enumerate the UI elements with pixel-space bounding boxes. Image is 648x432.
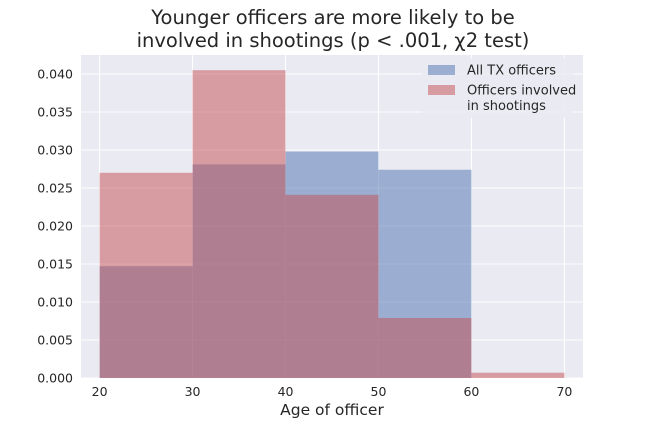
x-tick-label: 70 (556, 384, 572, 399)
x-tick-label: 20 (92, 384, 108, 399)
bar-series-2 (471, 372, 565, 378)
x-axis-label: Age of officer (280, 401, 384, 419)
y-tick-label: 0.035 (37, 105, 73, 120)
y-tick-label: 0.025 (37, 181, 73, 196)
bar-series-2 (99, 172, 193, 378)
bars (99, 70, 565, 378)
legend-swatch-1 (428, 65, 455, 75)
y-tick-label: 0.020 (37, 219, 73, 234)
bar-series-2 (285, 194, 379, 378)
legend-box (422, 58, 573, 118)
legend-label-1: All TX officers (467, 64, 556, 79)
y-axis-ticks: 0.000 0.005 0.010 0.015 0.020 0.025 0.030 0.035… (37, 67, 73, 386)
x-tick-label: 50 (371, 384, 387, 399)
y-tick-label: 0.040 (37, 67, 73, 82)
legend-swatch-2 (428, 85, 455, 95)
x-axis-ticks: 20 30 40 50 60 70 (92, 384, 573, 399)
y-tick-label: 0.000 (37, 371, 73, 386)
bar-series-2 (378, 317, 472, 378)
x-tick-label: 30 (185, 384, 201, 399)
chart-title: Younger officers are more likely to be i… (0, 6, 648, 52)
y-tick-label: 0.015 (37, 257, 73, 272)
y-tick-label: 0.010 (37, 295, 73, 310)
y-tick-label: 0.005 (37, 333, 73, 348)
x-tick-label: 60 (463, 384, 479, 399)
y-tick-label: 0.030 (37, 143, 73, 158)
bar-series-2 (192, 70, 286, 378)
legend-label-2: Officers involved in shootings (467, 84, 576, 115)
legend: All TX officers Officers involved in shoot… (422, 58, 576, 118)
x-tick-label: 40 (278, 384, 294, 399)
chart-title-line-1: Younger officers are more likely to be (151, 6, 515, 29)
chart-title-line-2: involved in shootings (p < .001, χ2 test… (136, 29, 530, 52)
